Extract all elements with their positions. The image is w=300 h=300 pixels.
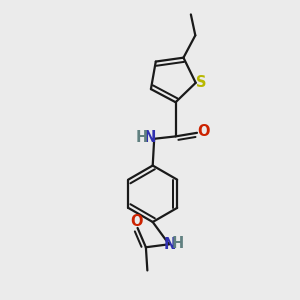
Text: H: H bbox=[172, 236, 184, 251]
Text: O: O bbox=[130, 214, 142, 230]
Text: N: N bbox=[164, 237, 176, 252]
Text: H: H bbox=[136, 130, 148, 145]
Text: S: S bbox=[196, 75, 206, 90]
Text: O: O bbox=[197, 124, 210, 140]
Text: N: N bbox=[143, 130, 156, 145]
